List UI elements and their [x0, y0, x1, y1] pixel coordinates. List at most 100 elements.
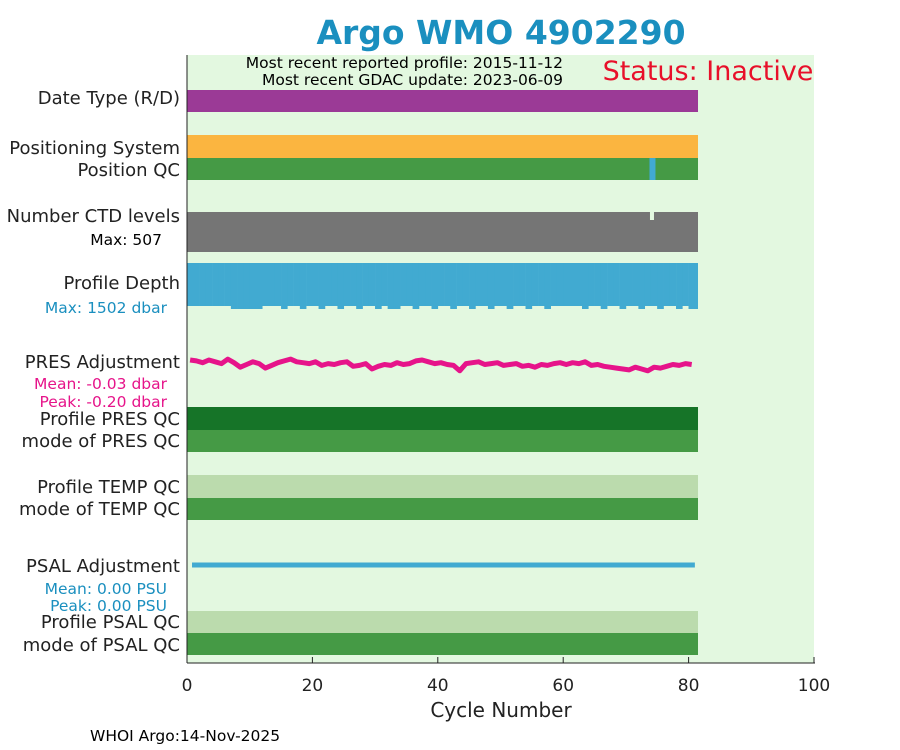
profile-depth-notch: [676, 306, 683, 309]
profile-depth-bar: [400, 263, 407, 306]
position-qc-bar: [187, 158, 699, 180]
profile-depth-bar: [331, 263, 338, 306]
row-label-profile-temp-qc: Profile TEMP QC: [37, 477, 180, 498]
profile-depth-bar: [218, 263, 225, 306]
profile-depth-bar: [193, 263, 200, 306]
profile-depth-bar: [638, 263, 646, 309]
profile-depth-bar: [412, 263, 420, 309]
profile-depth-bar: [538, 263, 545, 306]
profile-depth-bar: [199, 263, 207, 306]
profile-depth-bar: [644, 263, 652, 306]
profile-depth-bar: [632, 263, 639, 306]
profile-depth-bar: [694, 263, 699, 309]
depth-max-text: Max: 1502 dbar: [45, 299, 168, 317]
profile-depth-notch: [506, 306, 514, 309]
profile-depth-notch: [337, 306, 344, 309]
mode-temp-qc-bar: [187, 498, 699, 520]
row-label-position-qc: Position QC: [77, 160, 180, 181]
profile-depth-bar: [350, 263, 357, 306]
profile-depth-bar: [312, 263, 319, 306]
profile-depth-bar: [575, 263, 583, 306]
row-label-profile-pres-qc: Profile PRES QC: [40, 409, 180, 430]
row-label-psal-adjustment: PSAL Adjustment: [26, 556, 180, 577]
profile-depth-bar: [506, 263, 514, 309]
profile-pres-qc-bar: [187, 407, 699, 430]
profile-depth-bar: [663, 263, 671, 306]
profile-depth-notch: [356, 306, 363, 309]
profile-depth-bar: [205, 263, 213, 306]
profile-depth-bar: [418, 263, 426, 306]
mode-pres-qc-bar: [187, 430, 699, 452]
profile-depth-notch: [638, 306, 645, 309]
profile-depth-bar: [381, 263, 388, 306]
profile-depth-bar: [425, 263, 432, 306]
psal-mean-text: Mean: 0.00 PSU: [45, 580, 167, 598]
profile-depth-bar: [444, 263, 451, 306]
profile-depth-notch: [600, 306, 608, 309]
profile-depth-notch: [431, 306, 438, 309]
profile-depth-bar: [607, 263, 614, 306]
profile-depth-bar: [255, 263, 263, 309]
positioning-system-bar: [187, 135, 699, 158]
profile-depth-bar: [375, 263, 382, 309]
profile-depth-bar: [237, 263, 244, 309]
profile-depth-bar: [550, 263, 558, 306]
profile-depth-bar: [450, 263, 457, 309]
profile-depth-bar: [368, 263, 376, 306]
profile-depth-bar: [462, 263, 470, 306]
profile-depth-bar: [187, 263, 194, 306]
pres-adjustment-line: [189, 356, 693, 374]
profile-depth-bar: [481, 263, 489, 306]
profile-depth-notch: [469, 306, 476, 309]
profile-depth-bar: [287, 263, 294, 306]
profile-depth-bar: [437, 263, 445, 306]
profile-psal-qc-bar: [187, 611, 699, 633]
bars-layer: [187, 90, 699, 655]
psal-peak-text: Peak: 0.00 PSU: [50, 597, 167, 615]
profile-depth-bar: [318, 263, 326, 309]
row-label-profile-psal-qc: Profile PSAL QC: [41, 612, 180, 633]
profile-depth-notch: [450, 306, 457, 309]
profile-depth-bar: [487, 263, 495, 309]
profile-depth-bar: [293, 263, 301, 306]
profile-depth-bar: [262, 263, 269, 306]
profile-depth-bar: [212, 263, 219, 306]
date-type-bar: [187, 90, 699, 112]
position-qc-flag: [649, 158, 656, 180]
profile-depth-bar: [688, 263, 696, 309]
profile-depth-bar: [306, 263, 313, 306]
x-tick-label: 60: [552, 676, 574, 696]
profile-depth-bar: [525, 263, 533, 309]
profile-depth-bar: [556, 263, 564, 306]
profile-depth-notch: [688, 306, 695, 309]
mode-psal-qc-bar: [187, 633, 699, 655]
profile-depth-bar: [650, 263, 658, 306]
row-label-mode-pres-qc: mode of PRES QC: [22, 431, 180, 452]
profile-depth-bar: [362, 263, 370, 306]
profile-depth-bar: [682, 263, 689, 306]
x-tick-label: 40: [427, 676, 449, 696]
profile-depth-bar: [619, 263, 627, 309]
ctd-levels-gap: [649, 212, 654, 220]
profile-depth-notch: [544, 306, 551, 309]
profile-depth-bar: [494, 263, 501, 306]
x-tick-label: 0: [182, 676, 193, 696]
profile-depth-bar: [519, 263, 526, 306]
profile-depth-bar: [343, 263, 351, 306]
profile-depth-bar: [531, 263, 539, 306]
profile-depth-bar: [469, 263, 476, 309]
pres-peak-text: Peak: -0.20 dbar: [39, 393, 167, 411]
profile-depth-bar: [224, 263, 232, 306]
recent-profile-text: Most recent reported profile: 2015-11-12: [246, 54, 563, 72]
profile-depth-bar: [387, 263, 395, 309]
row-label-profile-depth: Profile Depth: [63, 273, 180, 294]
row-label-positioning-system: Positioning System: [9, 138, 180, 159]
profile-depth-bar: [456, 263, 464, 306]
profile-depth-bar: [249, 263, 257, 309]
profile-depth-bar: [356, 263, 363, 309]
profile-depth-bar: [431, 263, 439, 309]
profile-depth-bar: [600, 263, 608, 309]
profile-depth-notch: [487, 306, 495, 309]
chart-title: Argo WMO 4902290: [316, 13, 685, 52]
